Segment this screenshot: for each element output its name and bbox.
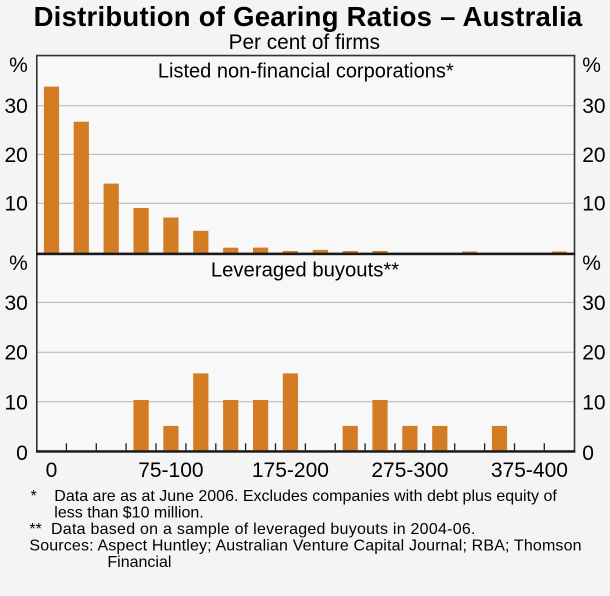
- svg-text:less than $10 million.: less than $10 million.: [54, 504, 203, 521]
- svg-text:375-400: 375-400: [491, 459, 568, 482]
- svg-text:20: 20: [582, 144, 605, 167]
- svg-text:30: 30: [4, 292, 27, 315]
- svg-text:Listed non-financial corporati: Listed non-financial corporations*: [158, 61, 454, 83]
- svg-text:30: 30: [582, 95, 605, 118]
- svg-text:Data are as at June 2006. Excl: Data are as at June 2006. Excludes compa…: [54, 488, 557, 505]
- svg-text:*: *: [31, 488, 37, 505]
- svg-text:Per cent of firms: Per cent of firms: [229, 31, 380, 54]
- svg-text:0: 0: [582, 442, 594, 465]
- svg-text:30: 30: [582, 292, 605, 315]
- svg-text:Distribution of Gearing Ratios: Distribution of Gearing Ratios – Austral…: [34, 1, 583, 32]
- svg-text:20: 20: [4, 342, 27, 365]
- svg-text:20: 20: [4, 144, 27, 167]
- svg-text:Data based on a sample of leve: Data based on a sample of leveraged buyo…: [51, 521, 476, 538]
- svg-text:20: 20: [582, 342, 605, 365]
- svg-text:%: %: [582, 252, 601, 275]
- svg-text:30: 30: [4, 95, 27, 118]
- svg-text:0: 0: [16, 442, 28, 465]
- svg-text:**: **: [29, 521, 41, 538]
- svg-text:Sources: Aspect Huntley; Austr: Sources: Aspect Huntley; Australian Vent…: [29, 538, 581, 555]
- svg-text:%: %: [582, 54, 601, 77]
- svg-text:Financial: Financial: [107, 554, 171, 571]
- svg-text:Leveraged buyouts**: Leveraged buyouts**: [211, 259, 399, 281]
- svg-text:10: 10: [4, 391, 27, 414]
- svg-text:75-100: 75-100: [138, 459, 203, 482]
- svg-text:10: 10: [582, 193, 605, 216]
- svg-text:275-300: 275-300: [371, 459, 448, 482]
- svg-text:0: 0: [46, 459, 58, 482]
- svg-text:%: %: [9, 252, 28, 275]
- svg-text:10: 10: [4, 193, 27, 216]
- svg-text:175-200: 175-200: [252, 459, 329, 482]
- svg-text:%: %: [9, 54, 28, 77]
- svg-text:10: 10: [582, 391, 605, 414]
